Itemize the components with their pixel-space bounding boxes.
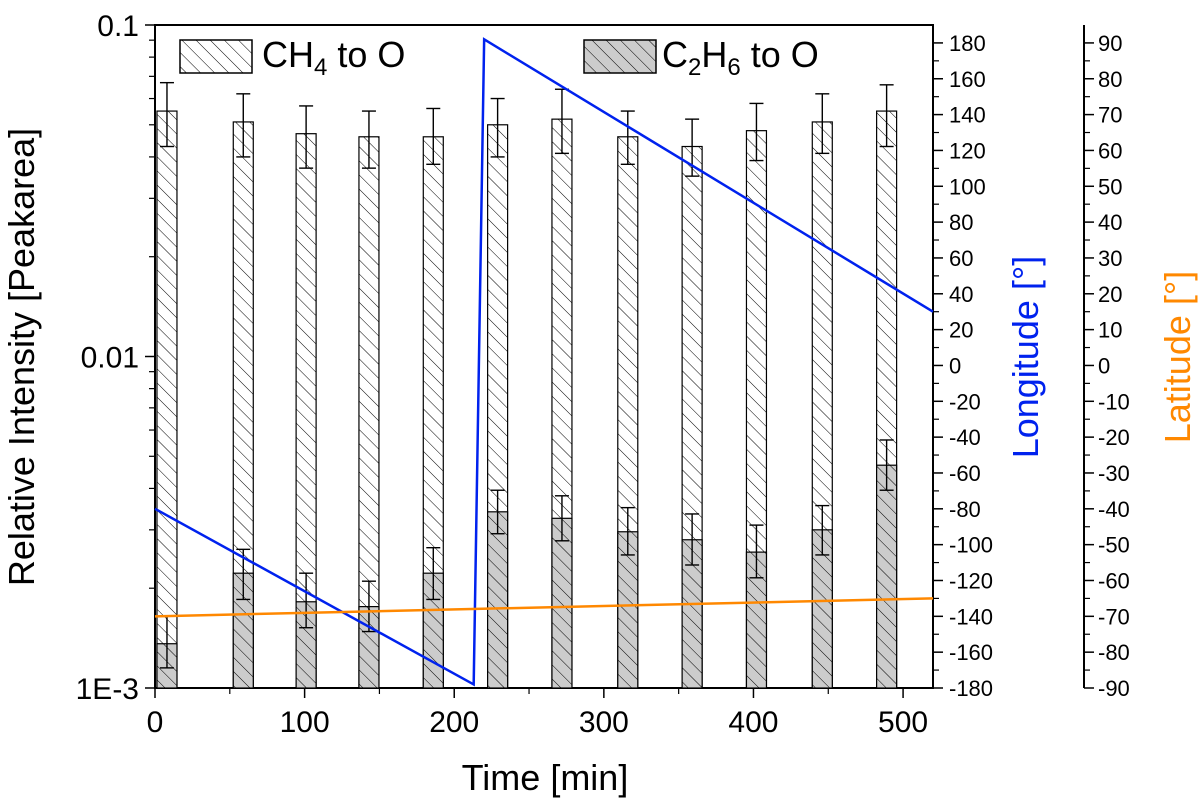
y2-tick-label: 140	[949, 103, 986, 128]
x-tick-label: 300	[579, 706, 629, 739]
y2-tick-label: -20	[949, 389, 981, 414]
y2-tick-label: 180	[949, 31, 986, 56]
bar-c2h6	[487, 511, 509, 689]
y2-tick-label: -40	[949, 425, 981, 450]
y3-tick-label: -90	[1098, 676, 1130, 701]
y3-tick-label: 90	[1098, 31, 1122, 56]
y2-tick-label: -180	[949, 676, 993, 701]
y2-tick-label: -140	[949, 604, 993, 629]
y-tick-label: 0.1	[97, 10, 139, 43]
y2-tick-label: 100	[949, 174, 986, 199]
y2-tick-label: 80	[949, 210, 973, 235]
y2-tick-label: -160	[949, 640, 993, 665]
y3-tick-label: -30	[1098, 461, 1130, 486]
y2-tick-label: 120	[949, 138, 986, 163]
legend-swatch-c2h6	[583, 39, 657, 74]
y3-tick-label: 10	[1098, 318, 1122, 343]
y2-tick-label: -120	[949, 568, 993, 593]
y3-tick-label: -60	[1098, 568, 1130, 593]
x-axis-title: Time [min]	[462, 757, 629, 798]
y3-tick-label: 80	[1098, 67, 1122, 92]
y3-tick-label: -10	[1098, 389, 1130, 414]
y3-tick-label: -50	[1098, 533, 1130, 558]
y3-tick-label: -40	[1098, 497, 1130, 522]
error-bars	[159, 81, 894, 669]
bar-ch4	[156, 110, 178, 689]
x-tick-label: 100	[280, 706, 330, 739]
bar-c2h6	[876, 464, 898, 689]
bars	[156, 110, 898, 689]
x-tick-label: 0	[147, 706, 164, 739]
x-tick-label: 200	[429, 706, 479, 739]
y3-tick-label: 50	[1098, 174, 1122, 199]
y3-tick-label: 20	[1098, 282, 1122, 307]
y3-tick-label: -20	[1098, 425, 1130, 450]
x-tick-label: 500	[878, 706, 928, 739]
legend: CH4 to O C2H6 to O	[179, 34, 819, 81]
y3-axis-title: Latitude [°]	[1157, 271, 1198, 444]
y3-tick-label: -70	[1098, 604, 1130, 629]
y-tick-label: 0.01	[81, 342, 139, 375]
legend-swatch-ch4	[179, 39, 253, 74]
y2-tick-label: 20	[949, 318, 973, 343]
y-axis-title: Relative Intensity [Peakarea]	[1, 128, 42, 586]
y2-tick-label: 60	[949, 246, 973, 271]
bar-c2h6	[551, 517, 573, 689]
y2-tick-label: -60	[949, 461, 981, 486]
y2-tick-label: 0	[949, 353, 961, 378]
axes: 0 100 200 300 400 5001E-30.010.1-180-160-140-…	[76, 10, 1130, 739]
legend-label-ch4: CH4 to O	[262, 34, 405, 81]
y2-tick-label: -100	[949, 533, 993, 558]
y2-tick-label: 160	[949, 67, 986, 92]
y2-tick-label: 40	[949, 282, 973, 307]
x-tick-label: 400	[728, 706, 778, 739]
y2-tick-label: -80	[949, 497, 981, 522]
y3-tick-label: 60	[1098, 138, 1122, 163]
y3-tick-label: 30	[1098, 246, 1122, 271]
y2-axis-title: Longitude [°]	[1005, 256, 1046, 459]
y3-tick-label: 70	[1098, 103, 1122, 128]
y3-tick-label: -80	[1098, 640, 1130, 665]
lines	[154, 37, 934, 687]
latitude-line	[154, 597, 934, 618]
legend-label-c2h6: C2H6 to O	[662, 34, 819, 81]
y-tick-label: 1E-3	[76, 673, 139, 706]
longitude-line	[154, 37, 934, 687]
y3-tick-label: 0	[1098, 353, 1110, 378]
y3-tick-label: 40	[1098, 210, 1122, 235]
